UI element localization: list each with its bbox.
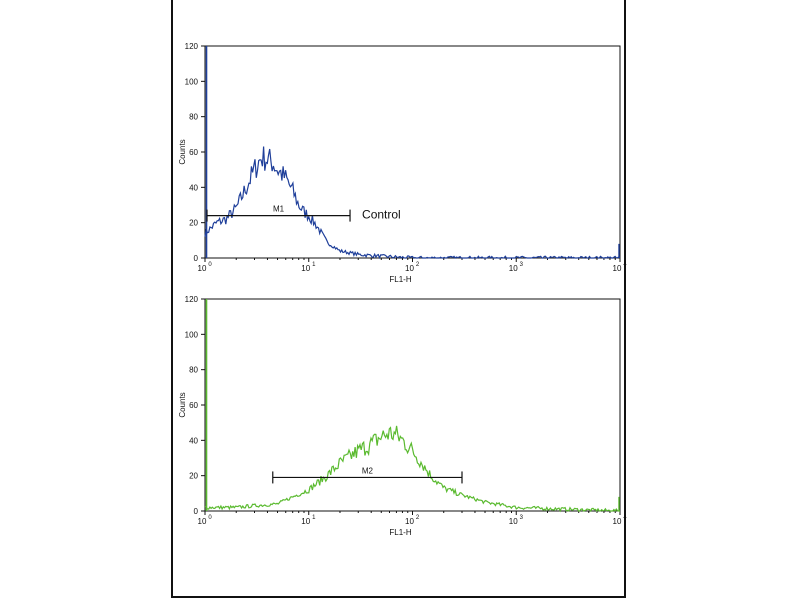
y-tick-label: 40 xyxy=(189,436,198,445)
x-tick-label: 10 xyxy=(301,517,310,526)
x-tick-label: 10 xyxy=(301,264,310,273)
x-tick-exponent: 0 xyxy=(208,262,212,268)
y-tick-label: 120 xyxy=(185,295,199,304)
y-tick-label: 40 xyxy=(189,183,198,192)
y-tick-label: 0 xyxy=(194,254,199,263)
x-tick-label: 10 xyxy=(509,517,518,526)
x-tick-exponent: 1 xyxy=(312,515,316,521)
y-tick-label: 0 xyxy=(194,507,199,516)
x-tick-label: 10 xyxy=(198,264,207,273)
marker-label: M2 xyxy=(362,466,374,475)
y-tick-label: 100 xyxy=(185,77,199,86)
histogram-line xyxy=(204,146,621,260)
x-tick-label: 10 xyxy=(405,264,414,273)
y-tick-label: 120 xyxy=(185,42,199,51)
x-tick-label: 10 xyxy=(509,264,518,273)
plot-area xyxy=(204,45,621,259)
x-tick-exponent: 4 xyxy=(623,262,627,268)
x-tick-label: 10 xyxy=(405,517,414,526)
x-tick-exponent: 0 xyxy=(208,515,212,521)
x-tick-exponent: 4 xyxy=(623,515,627,521)
x-tick-exponent: 3 xyxy=(520,262,524,268)
x-tick-exponent: 1 xyxy=(312,262,316,268)
x-axis-label: FL1-H xyxy=(389,528,411,537)
y-tick-label: 100 xyxy=(185,330,199,339)
y-tick-label: 80 xyxy=(189,113,198,122)
x-tick-label: 10 xyxy=(613,517,622,526)
x-tick-label: 10 xyxy=(198,517,207,526)
annotation-control: Control xyxy=(362,208,401,222)
y-tick-label: 60 xyxy=(189,148,198,157)
y-tick-label: 60 xyxy=(189,401,198,410)
y-tick-label: 20 xyxy=(189,219,198,228)
x-tick-label: 10 xyxy=(613,264,622,273)
y-tick-label: 20 xyxy=(189,472,198,481)
y-axis-label: Counts xyxy=(178,392,187,417)
x-tick-exponent: 3 xyxy=(520,515,524,521)
x-tick-exponent: 2 xyxy=(416,262,420,268)
plot-area xyxy=(204,298,621,512)
x-axis-label: FL1-H xyxy=(389,275,411,284)
marker-label: M1 xyxy=(273,205,285,214)
x-tick-exponent: 2 xyxy=(416,515,420,521)
y-axis-label: Counts xyxy=(178,139,187,164)
y-tick-label: 80 xyxy=(189,366,198,375)
histogram-line xyxy=(204,425,620,513)
